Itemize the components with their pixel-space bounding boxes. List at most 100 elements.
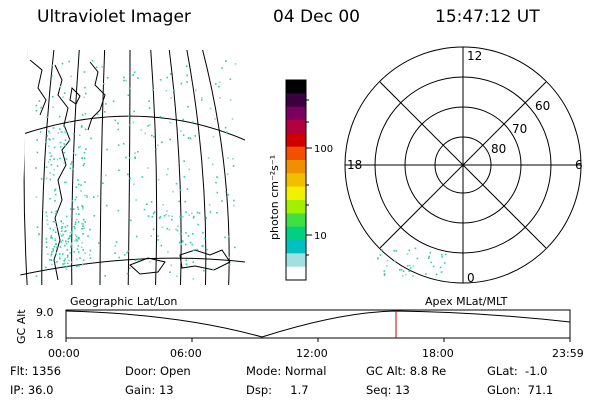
emission-pixel xyxy=(75,238,78,241)
emission-pixel xyxy=(66,224,69,227)
emission-pixel xyxy=(196,211,199,214)
emission-pixel xyxy=(58,115,61,118)
emission-pixel xyxy=(73,208,75,210)
emission-pixel xyxy=(53,158,55,160)
emission-pixel xyxy=(152,212,155,215)
gain-readout: Gain: 13 xyxy=(125,383,174,397)
emission-pixel xyxy=(80,184,82,186)
emission-pixel xyxy=(228,256,231,259)
emission-pixel xyxy=(171,215,173,218)
polar-aurora-emission xyxy=(377,247,447,277)
emission-pixel xyxy=(63,125,65,127)
emission-pixel xyxy=(189,137,192,139)
emission-pixel xyxy=(143,208,146,211)
emission-pixel xyxy=(189,241,192,244)
emission-pixel xyxy=(52,249,55,252)
emission-pixel xyxy=(56,261,58,263)
emission-pixel xyxy=(408,270,411,272)
emission-pixel xyxy=(134,259,137,261)
emission-pixel xyxy=(46,219,48,222)
emission-pixel xyxy=(125,79,127,82)
emission-pixel xyxy=(73,225,75,228)
emission-pixel xyxy=(137,151,139,153)
emission-pixel xyxy=(182,134,185,136)
emission-pixel xyxy=(49,178,52,181)
emission-pixel xyxy=(171,218,173,221)
emission-pixel xyxy=(137,77,139,79)
emission-pixel xyxy=(50,263,53,266)
emission-pixel xyxy=(146,203,148,206)
altitude-xtick: 00:00 xyxy=(48,347,80,360)
emission-pixel xyxy=(49,259,51,261)
emission-pixel xyxy=(198,212,201,214)
emission-pixel xyxy=(427,257,430,259)
mlat-label: 60 xyxy=(535,99,550,113)
emission-pixel xyxy=(209,211,212,213)
emission-pixel xyxy=(78,146,80,149)
emission-pixel xyxy=(51,251,53,253)
emission-pixel xyxy=(54,237,57,240)
emission-pixel xyxy=(40,106,42,109)
emission-pixel xyxy=(150,235,152,237)
emission-pixel xyxy=(74,198,77,201)
emission-pixel xyxy=(65,181,68,183)
emission-pixel xyxy=(129,124,131,126)
emission-pixel xyxy=(157,144,159,147)
emission-pixel xyxy=(148,107,151,109)
emission-pixel xyxy=(91,60,94,62)
emission-pixel xyxy=(77,251,80,253)
emission-pixel xyxy=(64,181,66,184)
emission-pixel xyxy=(128,87,131,90)
emission-pixel xyxy=(408,249,411,252)
emission-pixel xyxy=(168,228,171,231)
emission-pixel xyxy=(131,74,134,77)
emission-pixel xyxy=(68,259,70,262)
emission-pixel xyxy=(50,255,52,257)
colorbar-cell xyxy=(286,173,306,188)
observation-date: 04 Dec 00 xyxy=(273,7,360,27)
emission-pixel xyxy=(170,264,172,267)
emission-pixel xyxy=(79,257,81,259)
emission-pixel xyxy=(147,215,150,217)
emission-pixel xyxy=(36,226,39,228)
emission-pixel xyxy=(56,246,58,249)
emission-pixel xyxy=(74,154,77,156)
emission-pixel xyxy=(216,191,219,194)
emission-pixel xyxy=(55,213,57,215)
emission-pixel xyxy=(163,215,166,217)
emission-pixel xyxy=(224,126,227,129)
emission-pixel xyxy=(52,106,54,108)
emission-pixel xyxy=(439,266,442,269)
emission-pixel xyxy=(383,274,386,277)
emission-pixel xyxy=(48,145,50,147)
emission-pixel xyxy=(81,157,84,159)
emission-pixel xyxy=(173,89,175,91)
emission-pixel xyxy=(104,111,106,113)
emission-pixel xyxy=(59,257,61,260)
emission-pixel xyxy=(59,233,61,235)
emission-pixel xyxy=(126,272,129,275)
emission-pixel xyxy=(226,173,229,175)
emission-pixel xyxy=(60,131,63,133)
emission-pixel xyxy=(53,146,56,149)
emission-pixel xyxy=(232,165,235,167)
emission-pixel xyxy=(386,260,389,262)
emission-pixel xyxy=(54,221,57,223)
glat-readout: GLat: -1.0 xyxy=(487,364,548,378)
glon-readout: GLon: 71.1 xyxy=(487,383,554,397)
emission-pixel xyxy=(77,245,80,247)
emission-pixel xyxy=(89,249,92,252)
emission-pixel xyxy=(187,137,190,139)
emission-pixel xyxy=(165,214,167,216)
emission-pixel xyxy=(65,131,67,134)
emission-pixel xyxy=(36,139,38,141)
emission-pixel xyxy=(185,211,187,213)
emission-pixel xyxy=(183,176,186,178)
emission-pixel xyxy=(96,113,99,115)
emission-pixel xyxy=(176,229,179,232)
emission-pixel xyxy=(148,100,150,102)
emission-pixel xyxy=(82,259,85,262)
altitude-xtick: 18:00 xyxy=(422,347,454,360)
emission-pixel xyxy=(132,74,135,76)
door-readout: Door: Open xyxy=(125,364,191,378)
